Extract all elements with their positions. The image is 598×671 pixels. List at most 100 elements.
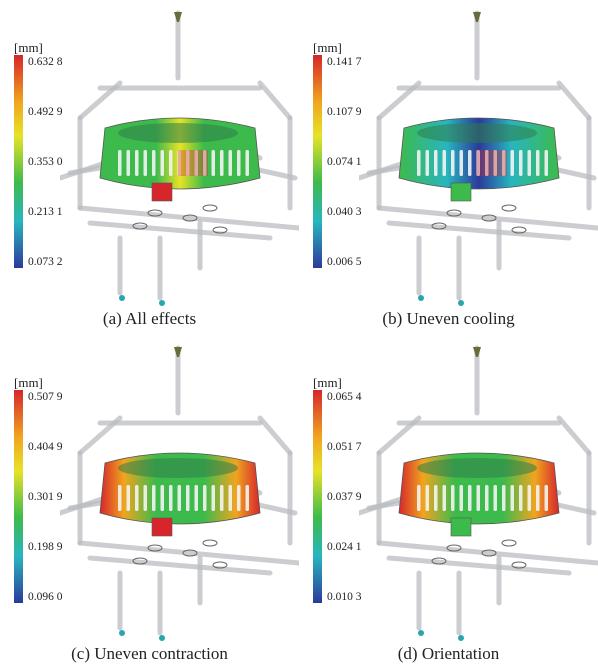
hot-spot [477, 150, 507, 176]
fitting [132, 557, 148, 565]
fitting [212, 561, 228, 569]
colorbar [14, 390, 23, 603]
cooling-rib [220, 150, 224, 176]
fitting [431, 557, 447, 565]
cooling-rib [493, 150, 497, 176]
runner-tube [77, 415, 123, 456]
tick-label: 0.065 4 [327, 391, 362, 403]
runner-tube [366, 165, 402, 176]
cooling-rib [536, 150, 540, 176]
cooling-rib [434, 150, 438, 176]
tick-label: 0.006 5 [327, 256, 362, 268]
tick-label: 0.353 0 [28, 156, 63, 168]
cooling-rib [459, 150, 463, 176]
cooling-rib [468, 485, 472, 511]
cooling-rib [544, 150, 548, 176]
cooling-rib [169, 485, 173, 511]
runner-tube [257, 415, 293, 456]
cooling-rib [220, 485, 224, 511]
cooling-rib [135, 485, 139, 511]
cooling-rib [126, 150, 130, 176]
cooling-rib [544, 485, 548, 511]
cooling-rib [211, 150, 215, 176]
tick-label: 0.404 9 [28, 441, 63, 453]
cooling-rib [118, 150, 122, 176]
tick-label: 0.107 9 [327, 106, 362, 118]
fitting [132, 222, 148, 230]
cooling-rib [536, 485, 540, 511]
colorbar [313, 55, 322, 268]
runner-tube [77, 205, 299, 231]
runner-tube [376, 415, 422, 456]
gate-marker [418, 630, 424, 636]
housing-boss [151, 517, 173, 537]
cooling-rib [228, 485, 232, 511]
tick-label: 0.301 9 [28, 491, 63, 503]
tick-label: 0.096 0 [28, 591, 63, 603]
cooling-rib [417, 150, 421, 176]
cooling-rib [118, 485, 122, 511]
runner-tube [87, 555, 273, 576]
cooling-rib [152, 485, 156, 511]
cooling-rib [451, 485, 455, 511]
cooling-rib [143, 485, 147, 511]
tick-label: 0.040 3 [327, 206, 362, 218]
tick-label: 0.141 7 [327, 56, 362, 68]
figure-caption: (b) Uneven cooling [382, 309, 515, 328]
cooling-rib [417, 485, 421, 511]
cooling-rib [245, 150, 249, 176]
figure-caption: (d) Orientation [397, 644, 500, 663]
warpage-model-figure [359, 345, 598, 641]
cooling-rib [160, 150, 164, 176]
cooling-rib [143, 150, 147, 176]
cooling-rib [468, 150, 472, 176]
runner-tube [87, 220, 273, 241]
cooling-rib [126, 485, 130, 511]
cooling-rib [425, 485, 429, 511]
runner-tube [257, 80, 293, 121]
housing-boss [151, 182, 173, 202]
cooling-rib [434, 485, 438, 511]
cooling-rib [527, 150, 531, 176]
cooling-rib [177, 150, 181, 176]
cooling-rib [527, 485, 531, 511]
cooling-rib [186, 485, 190, 511]
colorbar-unit: [mm] [14, 375, 43, 390]
gate-marker [458, 635, 464, 641]
housing-top-face [118, 123, 238, 143]
cooling-rib [442, 485, 446, 511]
cooling-rib [493, 485, 497, 511]
sprue-tip [473, 12, 481, 22]
fitting [481, 214, 497, 222]
tick-label: 0.632 8 [28, 56, 63, 68]
fitting [446, 209, 462, 217]
runner-tube [556, 415, 592, 456]
cooling-rib [519, 485, 523, 511]
cooling-rib [228, 150, 232, 176]
gate-marker [418, 295, 424, 301]
sprue-tip [473, 347, 481, 357]
fitting [481, 549, 497, 557]
fitting [202, 204, 218, 212]
tick-label: 0.213 1 [28, 206, 63, 218]
warpage-model-figure [359, 10, 598, 306]
cooling-rib [451, 150, 455, 176]
tick-label: 0.073 2 [28, 256, 63, 268]
gate-marker [458, 300, 464, 306]
hot-spot [178, 150, 208, 176]
cooling-rib [510, 485, 514, 511]
cooling-rib [203, 150, 207, 176]
fitting [446, 544, 462, 552]
cooling-rib [519, 150, 523, 176]
cooling-rib [194, 150, 198, 176]
runner-tube [67, 165, 103, 176]
cooling-rib [211, 485, 215, 511]
tick-label: 0.074 1 [327, 156, 362, 168]
runner-tube [77, 80, 123, 121]
gate-marker [119, 630, 125, 636]
fitting [511, 226, 527, 234]
cooling-rib [169, 150, 173, 176]
runner-tube [386, 555, 572, 576]
housing-top-face [417, 458, 537, 478]
tick-label: 0.051 7 [327, 441, 362, 453]
